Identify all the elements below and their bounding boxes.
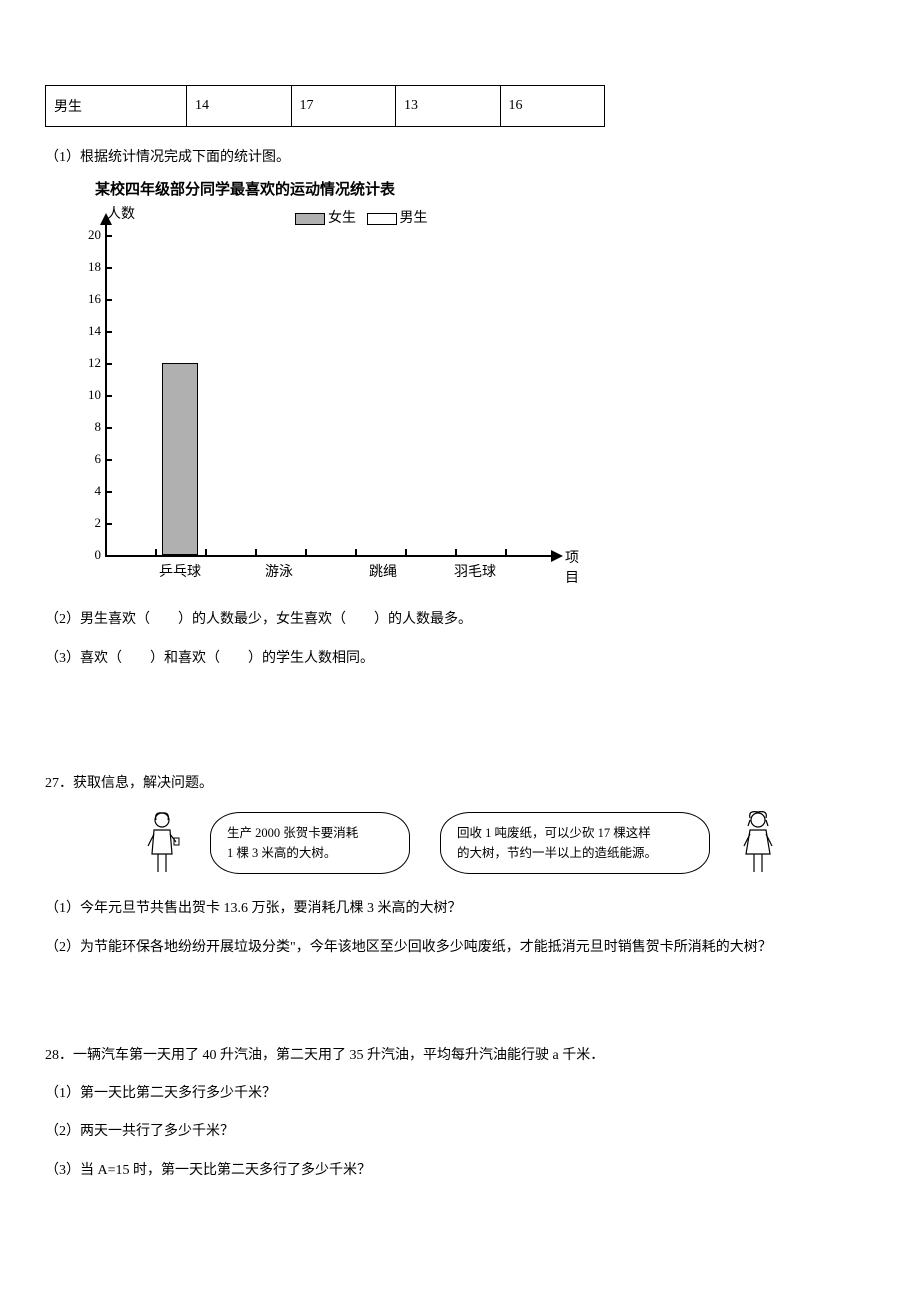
cell: 14 [187, 86, 291, 127]
q28-title: 28．一辆汽车第一天用了 40 升汽油，第二天用了 35 升汽油，平均每升汽油能… [45, 1043, 875, 1068]
bubble-left-line1: 生产 2000 张贺卡要消耗 [227, 823, 393, 843]
y-tick-label: 4 [75, 483, 101, 499]
y-tick-label: 20 [75, 227, 101, 243]
table-row: 男生 14 17 13 16 [46, 86, 605, 127]
y-tick-label: 12 [75, 355, 101, 371]
bar-chart: 女生 男生 人数 项目 02468101214161820 乒乓球游泳跳绳羽毛球 [45, 203, 565, 593]
y-tick-label: 8 [75, 419, 101, 435]
q27-sub1: （1）今年元旦节共售出贺卡 13.6 万张，要消耗几棵 3 米高的大树？ [45, 896, 875, 923]
bubble-right-line2: 的大树，节约一半以上的造纸能源。 [457, 843, 693, 863]
q27-sub2: （2）为节能环保各地纷纷开展垃圾分类"，今年该地区至少回收多少吨废纸，才能抵消元… [45, 934, 875, 962]
bar-female [162, 363, 198, 555]
q27-figure: 生产 2000 张贺卡要消耗 1 棵 3 米高的大树。 回收 1 吨废纸，可以少… [45, 810, 875, 874]
speech-bubble-left: 生产 2000 张贺卡要消耗 1 棵 3 米高的大树。 [210, 812, 410, 874]
y-tick-label: 2 [75, 515, 101, 531]
q26-sub1: （1）根据统计情况完成下面的统计图。 [45, 145, 875, 170]
y-tick-label: 6 [75, 451, 101, 467]
speech-bubble-right: 回收 1 吨废纸，可以少砍 17 棵这样 的大树，节约一半以上的造纸能源。 [440, 812, 710, 874]
y-tick-label: 0 [75, 547, 101, 563]
bubble-left-line2: 1 棵 3 米高的大树。 [227, 843, 393, 863]
x-axis [105, 555, 555, 557]
chart-title: 某校四年级部分同学最喜欢的运动情况统计表 [95, 178, 875, 199]
q28-sub1: （1）第一天比第二天多行多少千米？ [45, 1081, 875, 1108]
cell: 13 [396, 86, 500, 127]
bubble-right-line1: 回收 1 吨废纸，可以少砍 17 棵这样 [457, 823, 693, 843]
x-category-label: 跳绳 [369, 561, 397, 581]
x-category-label: 羽毛球 [454, 561, 496, 581]
q26-sub2: （2）男生喜欢（ ）的人数最少，女生喜欢（ ）的人数最多。 [45, 607, 875, 632]
person-right-icon [740, 810, 776, 874]
cell: 16 [500, 86, 605, 127]
q26-sub3: （3）喜欢（ ）和喜欢（ ）的学生人数相同。 [45, 646, 875, 671]
y-tick-label: 10 [75, 387, 101, 403]
q27-title: 27．获取信息，解决问题。 [45, 771, 875, 796]
person-left-icon [144, 810, 180, 874]
x-category-label: 乒乓球 [159, 561, 201, 581]
y-tick-label: 14 [75, 323, 101, 339]
x-category-label: 游泳 [265, 561, 293, 581]
q28-sub2: （2）两天一共行了多少千米？ [45, 1119, 875, 1146]
data-table: 男生 14 17 13 16 [45, 85, 605, 127]
cell: 17 [291, 86, 395, 127]
x-axis-label: 项目 [565, 547, 579, 587]
y-tick-label: 18 [75, 259, 101, 275]
q28-sub3: （3）当 A=15 时，第一天比第二天多行了多少千米？ [45, 1158, 875, 1185]
y-tick-label: 16 [75, 291, 101, 307]
row-label: 男生 [46, 86, 187, 127]
plot-area [105, 203, 555, 555]
